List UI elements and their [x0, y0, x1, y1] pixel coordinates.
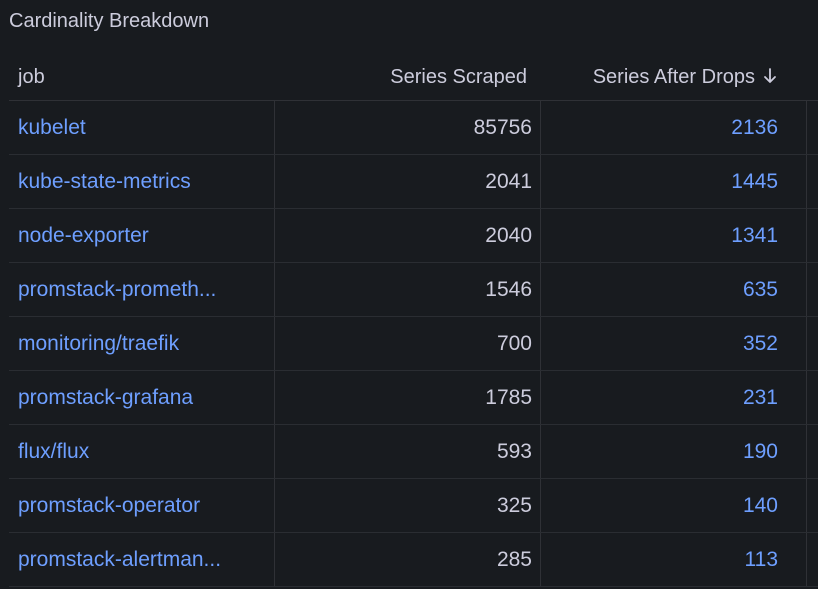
job-link[interactable]: monitoring/traefik: [9, 317, 275, 370]
table-row: promstack-grafana 1785 231: [9, 371, 818, 425]
column-header-series-scraped[interactable]: Series Scraped: [390, 65, 527, 88]
table-row: kubelet 85756 2136: [9, 101, 818, 155]
table-row: node-exporter 2040 1341: [9, 209, 818, 263]
job-link[interactable]: kubelet: [9, 101, 275, 154]
table-row: promstack-operator 325 140: [9, 479, 818, 533]
job-link[interactable]: kube-state-metrics: [9, 155, 275, 208]
series-after-drops-link[interactable]: 140: [541, 479, 807, 532]
table-row: flux/flux 593 190: [9, 425, 818, 479]
series-scraped-value: 285: [275, 533, 541, 586]
table-row: monitoring/traefik 700 352: [9, 317, 818, 371]
job-link[interactable]: promstack-prometh...: [9, 263, 275, 316]
series-after-drops-link[interactable]: 1445: [541, 155, 807, 208]
table-row: promstack-alertman... 285 113: [9, 533, 818, 587]
series-after-drops-link[interactable]: 1341: [541, 209, 807, 262]
column-header-series-after-drops[interactable]: Series After Drops: [541, 66, 807, 89]
job-link[interactable]: promstack-grafana: [9, 371, 275, 424]
series-scraped-value: 2041: [275, 155, 541, 208]
series-scraped-value: 325: [275, 479, 541, 532]
job-link[interactable]: flux/flux: [9, 425, 275, 478]
series-scraped-value: 1546: [275, 263, 541, 316]
column-header-series-after-drops-label: Series After Drops: [592, 65, 755, 88]
series-after-drops-link[interactable]: 113: [541, 533, 807, 586]
cardinality-table: job Series Scraped Series After Drops ku…: [9, 54, 818, 587]
job-link[interactable]: promstack-operator: [9, 479, 275, 532]
series-after-drops-link[interactable]: 231: [541, 371, 807, 424]
series-after-drops-link[interactable]: 352: [541, 317, 807, 370]
panel-title[interactable]: Cardinality Breakdown: [9, 10, 210, 32]
table-body: kubelet 85756 2136 kube-state-metrics 2041 14…: [9, 101, 818, 587]
series-after-drops-link[interactable]: 635: [541, 263, 807, 316]
table-row: kube-state-metrics 2041 1445: [9, 155, 818, 209]
arrow-down-icon: [763, 67, 777, 85]
series-scraped-value: 700: [275, 317, 541, 370]
series-after-drops-link[interactable]: 2136: [541, 101, 807, 154]
job-link[interactable]: promstack-alertman...: [9, 533, 275, 586]
series-scraped-value: 85756: [275, 101, 541, 154]
series-after-drops-link[interactable]: 190: [541, 425, 807, 478]
table-header: job Series Scraped Series After Drops: [9, 54, 818, 101]
series-scraped-value: 1785: [275, 371, 541, 424]
table-row: promstack-prometh... 1546 635: [9, 263, 818, 317]
series-scraped-value: 593: [275, 425, 541, 478]
column-header-job[interactable]: job: [18, 65, 45, 88]
series-scraped-value: 2040: [275, 209, 541, 262]
job-link[interactable]: node-exporter: [9, 209, 275, 262]
